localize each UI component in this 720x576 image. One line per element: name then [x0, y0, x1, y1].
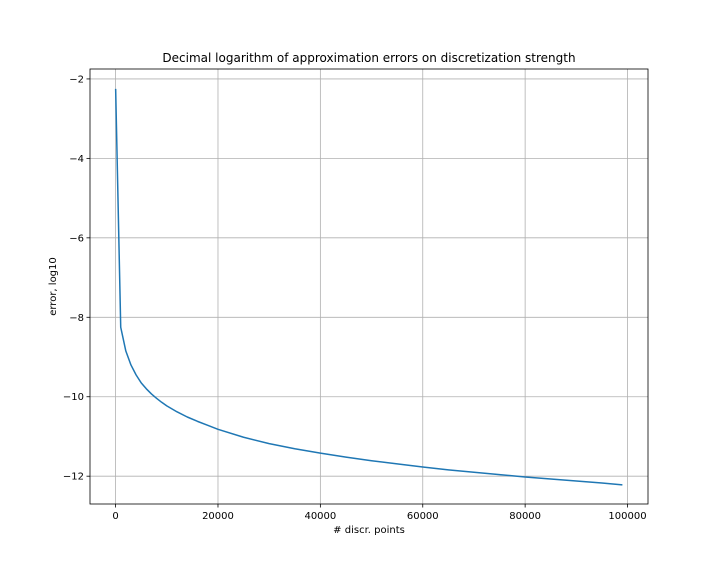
y-axis-label: error, log10	[48, 257, 59, 316]
y-tick-label: −2	[69, 74, 84, 85]
plot-area-frame	[89, 68, 649, 505]
y-tick-label: −8	[69, 313, 84, 324]
x-tick-label: 60000	[407, 511, 439, 522]
y-tick-label: −6	[69, 233, 84, 244]
chart-title: Decimal logarithm of approximation error…	[162, 51, 575, 65]
y-tick-label: −10	[63, 392, 84, 403]
x-axis-label: # discr. points	[333, 525, 405, 536]
grid-lines	[90, 69, 648, 504]
axis-ticks: 0 20000 40000 60000 80000 100000 −12 −10 −8 −6 −4 −…	[63, 74, 647, 522]
x-tick-label: 40000	[304, 511, 336, 522]
y-tick-label: −12	[63, 472, 84, 483]
x-tick-label: 0	[112, 511, 118, 522]
error-series-line	[114, 88, 623, 486]
y-tick-label: −4	[69, 154, 84, 165]
x-tick-label: 20000	[202, 511, 234, 522]
x-tick-label: 100000	[608, 511, 646, 522]
series-layer	[114, 88, 623, 486]
x-tick-label: 80000	[509, 511, 541, 522]
